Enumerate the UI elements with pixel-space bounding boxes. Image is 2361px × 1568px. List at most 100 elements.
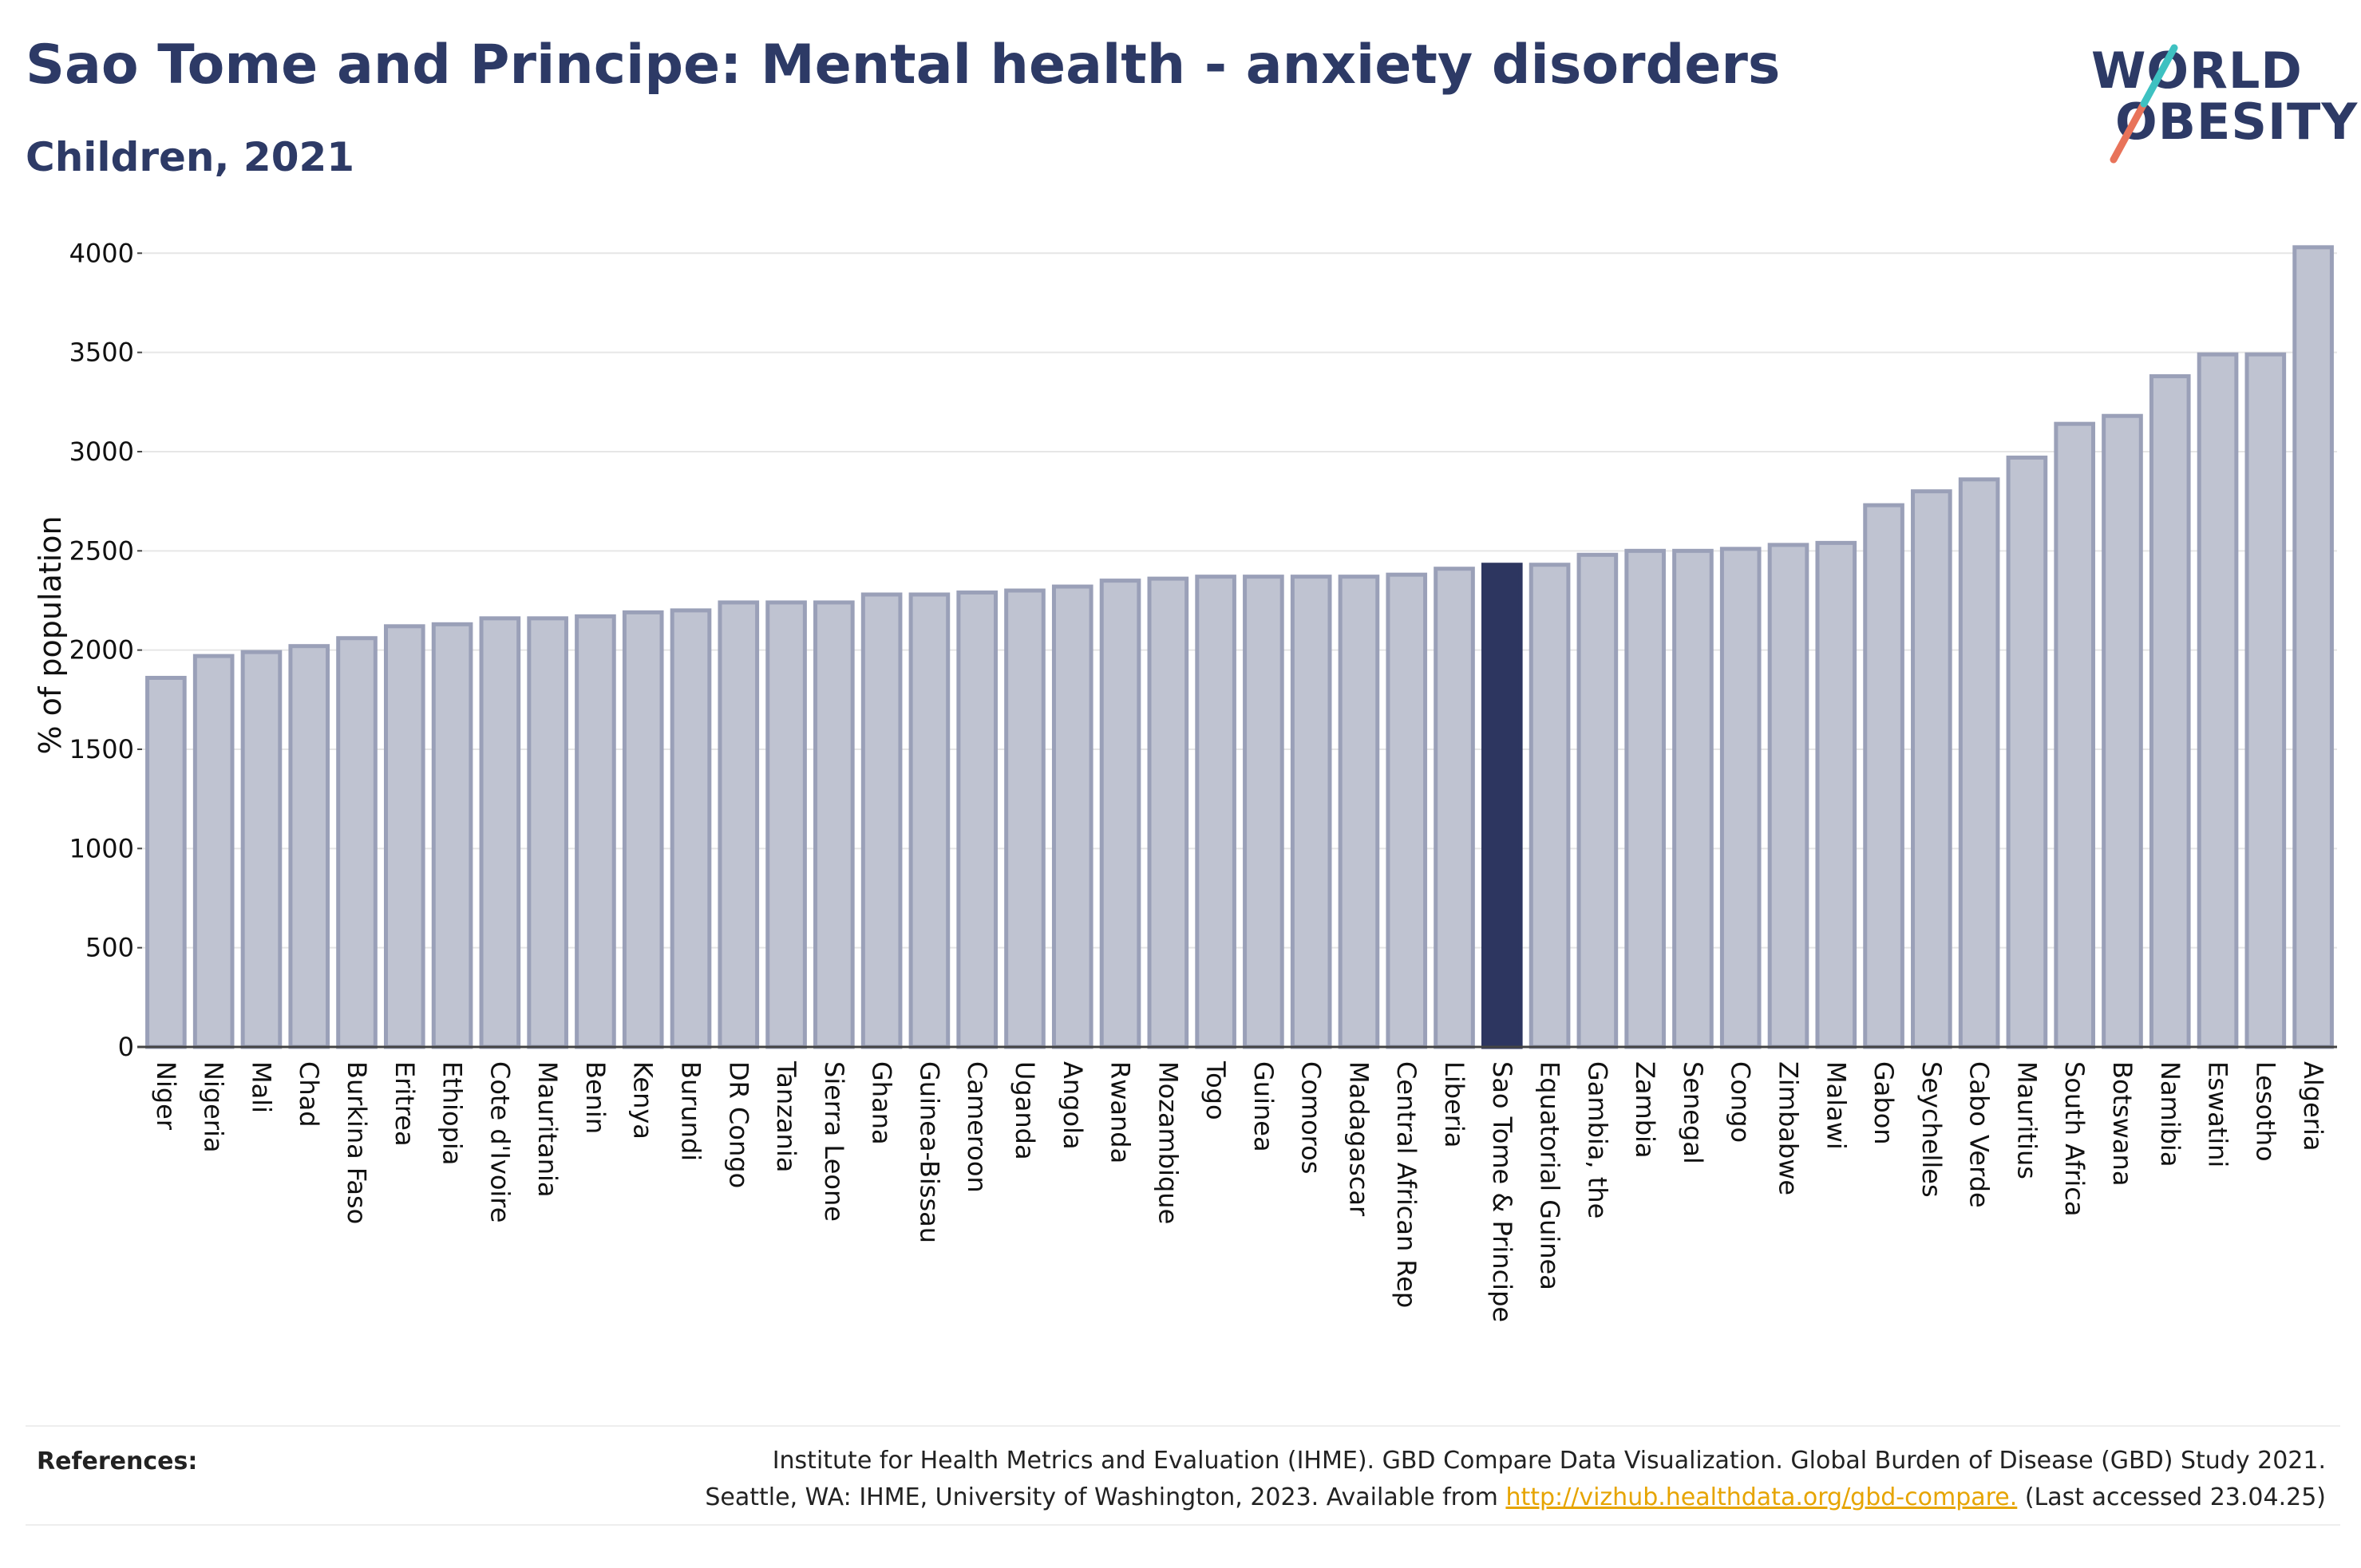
x-tick-label: Seychelles [1916, 1061, 1947, 1198]
references-line-1: Institute for Health Metrics and Evaluat… [772, 1447, 2326, 1475]
bar [622, 610, 664, 1049]
y-tick-label: 500 [85, 933, 134, 963]
bar [1672, 548, 1714, 1049]
bar [1147, 576, 1189, 1049]
x-tick-label: Uganda [1010, 1061, 1040, 1160]
x-tick-label: Angola [1058, 1061, 1088, 1150]
bar [1243, 575, 1284, 1049]
footer-divider-top [26, 1425, 2340, 1427]
x-tick-label: Cote d'Ivoire [484, 1061, 515, 1222]
bar [1576, 552, 1619, 1049]
bar [527, 616, 568, 1049]
bar [2149, 373, 2191, 1049]
bar [1815, 540, 1857, 1049]
references-line-2-post: (Last accessed 23.04.25) [2017, 1483, 2326, 1511]
references-link[interactable]: http://vizhub.healthdata.org/gbd-compare… [1505, 1483, 2018, 1511]
bar [2197, 352, 2239, 1049]
x-tick-label: Kenya [628, 1061, 658, 1139]
logo-line-1: WORLD [2091, 41, 2303, 100]
x-tick-label: Central African Rep [1391, 1061, 1422, 1308]
y-tick-label: 3500 [69, 338, 134, 368]
x-tick-label: Rwanda [1105, 1061, 1136, 1163]
y-tick-label: 2500 [69, 535, 134, 566]
references-text: Institute for Health Metrics and Evaluat… [705, 1443, 2326, 1516]
x-tick-label: Gabon [1869, 1061, 1899, 1145]
x-tick-label: Sao Tome & Principe [1487, 1061, 1517, 1322]
bar [1767, 543, 1809, 1049]
y-tick-label: 1000 [69, 833, 134, 863]
bar [765, 600, 807, 1049]
bar [2006, 455, 2048, 1049]
bar [2102, 413, 2143, 1049]
x-tick-label: Sierra Leone [819, 1061, 849, 1222]
x-tick-label: DR Congo [723, 1061, 753, 1188]
x-tick-label: Cabo Verde [1964, 1061, 1995, 1208]
x-tick-label: South Africa [2059, 1061, 2090, 1216]
x-tick-label: Chad [294, 1061, 324, 1128]
x-tick-label: Mauritius [2011, 1061, 2042, 1179]
x-tick-label: Zimbabwe [1774, 1061, 1804, 1195]
x-tick-label: Namibia [2155, 1061, 2185, 1167]
y-axis-label: % of population [33, 515, 68, 754]
bar [2292, 245, 2334, 1049]
x-tick-label: Burkina Faso [342, 1061, 372, 1224]
x-tick-label: Equatorial Guinea [1535, 1061, 1565, 1290]
bar [1004, 588, 1046, 1049]
bar [1624, 548, 1666, 1049]
x-tick-label: Niger [151, 1061, 181, 1131]
bar [860, 592, 903, 1049]
y-tick-label: 2000 [69, 635, 134, 666]
x-tick-label: Ghana [867, 1061, 897, 1145]
x-tick-label: Guinea-Bissau [914, 1061, 944, 1243]
x-tick-label: Burundi [676, 1061, 706, 1161]
y-tick-label: 4000 [69, 238, 134, 268]
chart-subtitle: Children, 2021 [26, 134, 355, 180]
x-tick-label: Ethiopia [437, 1061, 468, 1165]
y-tick-label: 0 [118, 1032, 134, 1062]
chart-title: Sao Tome and Principe: Mental health - a… [26, 34, 1781, 97]
bar-chart: 0 500 1000 1500 2000 2500 3000 3500 4000 % of pop… [33, 238, 2337, 1322]
y-tick-label: 1500 [69, 734, 134, 764]
bar [956, 590, 999, 1049]
x-tick-label: Comoros [1296, 1061, 1327, 1174]
bar [336, 636, 378, 1049]
x-tick-label: Mali [246, 1061, 276, 1113]
bar [431, 622, 473, 1049]
x-tick-label: Tanzania [771, 1060, 801, 1172]
references-line-2: Seattle, WA: IHME, University of Washing… [705, 1479, 2326, 1516]
x-tick-label: Lesotho [2250, 1061, 2280, 1162]
bar [1863, 503, 1904, 1049]
bar [145, 675, 187, 1049]
bar [1338, 575, 1380, 1049]
references-line-2-pre: Seattle, WA: IHME, University of Washing… [705, 1483, 1506, 1511]
x-tick-label: Nigeria [199, 1061, 229, 1152]
bar [813, 600, 855, 1049]
x-tick-label: Zambia [1630, 1061, 1660, 1159]
bar [718, 600, 760, 1049]
bar [1290, 575, 1332, 1049]
bar [1195, 575, 1236, 1049]
x-tick-label: Eswatini [2203, 1061, 2233, 1167]
bar [1958, 477, 2000, 1049]
bar [1719, 547, 1762, 1049]
x-tick-label: Gambia, the [1582, 1061, 1612, 1218]
x-tick-label: Senegal [1678, 1061, 1708, 1164]
x-tick-label: Togo [1200, 1060, 1231, 1120]
bar [1051, 584, 1093, 1049]
bar [2244, 352, 2287, 1049]
footer-divider-bottom [26, 1524, 2340, 1526]
x-tick-label: Cameroon [962, 1061, 992, 1193]
bar [479, 616, 521, 1049]
logo-line-2: OBESITY [2115, 93, 2359, 151]
bar [192, 654, 235, 1049]
x-tick-label: Guinea [1248, 1061, 1279, 1152]
bar [908, 592, 951, 1049]
bar [1434, 567, 1475, 1049]
bar [1099, 579, 1141, 1049]
bar [670, 608, 712, 1049]
x-tick-label: Congo [1726, 1061, 1756, 1143]
bar [383, 624, 425, 1049]
bar [2054, 421, 2096, 1049]
references-label: References: [37, 1448, 198, 1475]
bar [1386, 572, 1428, 1049]
